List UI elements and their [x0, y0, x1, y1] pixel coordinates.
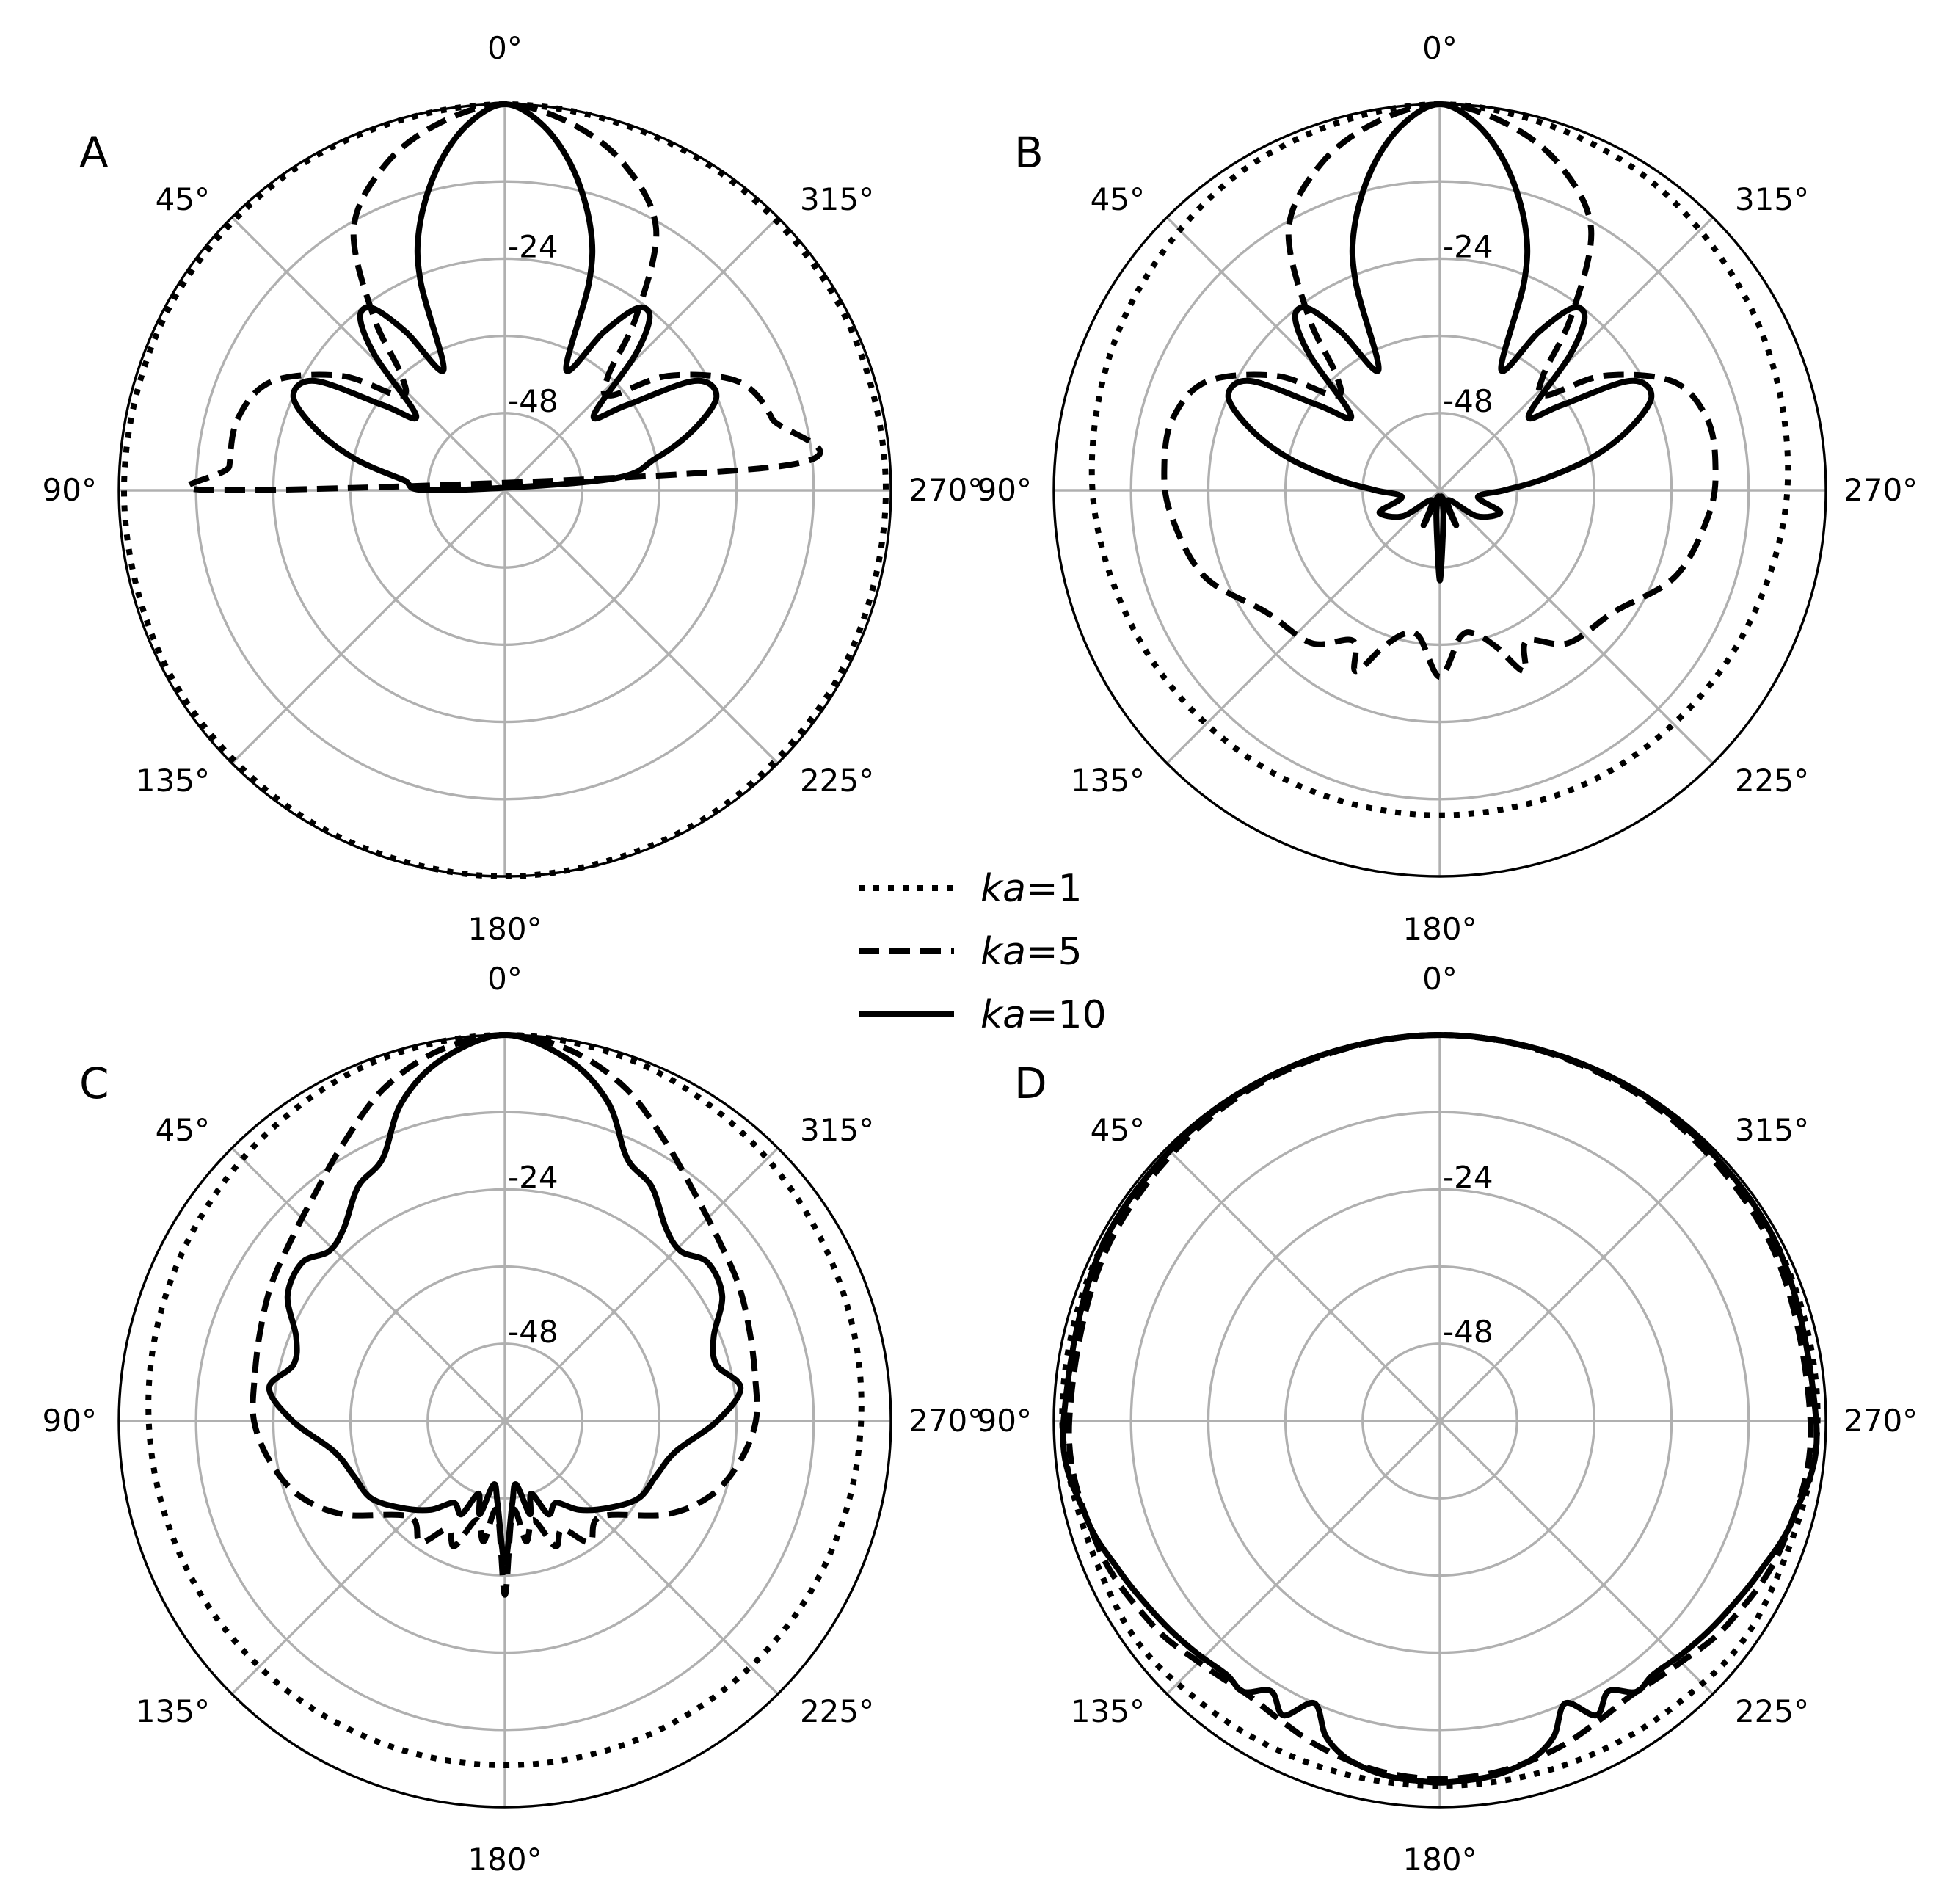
- grid-spoke-45: [1165, 216, 1441, 492]
- series-b-ka-5: [1161, 101, 1719, 680]
- grid-spoke-135: [230, 489, 506, 765]
- series-a-ka-10: [290, 101, 720, 493]
- angle-tick-label-180: 180°: [1402, 1842, 1477, 1878]
- grid-spoke-135: [1165, 1420, 1441, 1696]
- grid-spoke-135: [1165, 489, 1441, 765]
- grid-spoke-315: [1438, 1147, 1714, 1422]
- radial-tick-label: -48: [1443, 383, 1493, 419]
- radial-tick-label: -24: [1443, 228, 1493, 264]
- polar-panel-b: -24 -48 0° 45° 90° 135° 180° 225° 270° 315° B: [978, 30, 1918, 947]
- angle-tick-label-225: 225°: [800, 1693, 874, 1729]
- polar-frame: [117, 103, 892, 878]
- angle-tick-label-0: 0°: [487, 30, 523, 66]
- panel-label-a: A: [79, 128, 109, 178]
- angle-tick-label-0: 0°: [1422, 961, 1457, 997]
- grid-spoke-225: [1438, 489, 1714, 765]
- angle-tick-label-270: 270°: [909, 1403, 983, 1439]
- angle-tick-label-315: 315°: [1735, 1112, 1809, 1148]
- legend-label-solid: ka=10: [980, 993, 1107, 1037]
- radial-tick-label: -24: [1443, 1159, 1493, 1195]
- panel-label-d: D: [1014, 1058, 1047, 1108]
- polar-panels: -24 -48 0° 45° 90° 135° 180° 225° 270° 315° A -24 -4…: [43, 30, 1918, 1878]
- angle-tick-label-45: 45°: [1091, 1112, 1145, 1148]
- grid-spoke-225: [1438, 1420, 1714, 1696]
- angle-tick-label-135: 135°: [136, 1693, 210, 1729]
- angle-tick-label-0: 0°: [487, 961, 523, 997]
- angle-tick-label-315: 315°: [800, 181, 874, 217]
- angle-tick-label-270: 270°: [1844, 472, 1918, 508]
- grid-spoke-225: [503, 1420, 779, 1696]
- series-c-ka-10: [266, 1032, 744, 1566]
- angle-tick-label-135: 135°: [136, 763, 210, 799]
- grid-spoke-135: [230, 1420, 506, 1696]
- radial-tick-label: -48: [1443, 1314, 1493, 1350]
- series-d-ka-5: [1066, 1032, 1814, 1782]
- angle-tick-label-0: 0°: [1422, 30, 1457, 66]
- angle-tick-label-225: 225°: [1735, 1693, 1809, 1729]
- angle-tick-label-135: 135°: [1071, 1693, 1145, 1729]
- angle-tick-label-270: 270°: [1844, 1403, 1918, 1439]
- angle-tick-label-90: 90°: [978, 472, 1032, 508]
- panel-label-c: C: [79, 1058, 109, 1108]
- angle-tick-label-225: 225°: [1735, 763, 1809, 799]
- radial-tick-label: -24: [508, 228, 558, 264]
- grid-spoke-225: [503, 489, 779, 765]
- polar-frame: [1052, 103, 1827, 878]
- grid-spoke-315: [503, 216, 779, 492]
- series-c-ka-5: [250, 1032, 760, 1598]
- angle-tick-label-45: 45°: [156, 181, 210, 217]
- series-d-ka-10: [1060, 1032, 1820, 1786]
- grid-spoke-45: [1165, 1147, 1441, 1422]
- radial-tick-label: -24: [508, 1159, 558, 1195]
- grid-spoke-45: [230, 1147, 506, 1422]
- angle-tick-label-315: 315°: [800, 1112, 874, 1148]
- polar-frame: [117, 1033, 892, 1809]
- panel-label-b: B: [1014, 128, 1044, 178]
- angle-tick-label-90: 90°: [43, 1403, 97, 1439]
- angle-tick-label-315: 315°: [1735, 181, 1809, 217]
- grid-spoke-45: [230, 216, 506, 492]
- angle-tick-label-90: 90°: [43, 472, 97, 508]
- polar-panel-d: -24 -48 0° 45° 90° 135° 180° 225° 270° 315° D: [978, 961, 1918, 1878]
- radial-tick-label: -48: [508, 1314, 558, 1350]
- series-b-ka-10: [1225, 101, 1655, 584]
- radial-tick-label: -48: [508, 383, 558, 419]
- angle-tick-label-180: 180°: [1402, 911, 1477, 947]
- legend-label-dotted: ka=1: [980, 867, 1082, 911]
- legend: ka=1 ka=5 ka=10: [859, 867, 1107, 1037]
- polar-panel-c: -24 -48 0° 45° 90° 135° 180° 225° 270° 315° C: [43, 961, 983, 1878]
- series-b-ka-1: [1088, 101, 1791, 818]
- angle-tick-label-270: 270°: [909, 472, 983, 508]
- angle-tick-label-45: 45°: [156, 1112, 210, 1148]
- polar-panel-a: -24 -48 0° 45° 90° 135° 180° 225° 270° 315° A: [43, 30, 983, 947]
- angle-tick-label-135: 135°: [1071, 763, 1145, 799]
- series-c-ka-1: [145, 1032, 865, 1768]
- grid-spoke-315: [1438, 216, 1714, 492]
- legend-label-dashed: ka=5: [980, 930, 1082, 974]
- angle-tick-label-180: 180°: [467, 911, 542, 947]
- series-a-ka-1: [121, 101, 889, 879]
- polar-frame: [1052, 1033, 1827, 1809]
- angle-tick-label-90: 90°: [978, 1403, 1032, 1439]
- angle-tick-label-225: 225°: [800, 763, 874, 799]
- grid-spoke-315: [503, 1147, 779, 1422]
- angle-tick-label-180: 180°: [467, 1842, 542, 1878]
- angle-tick-label-45: 45°: [1091, 181, 1145, 217]
